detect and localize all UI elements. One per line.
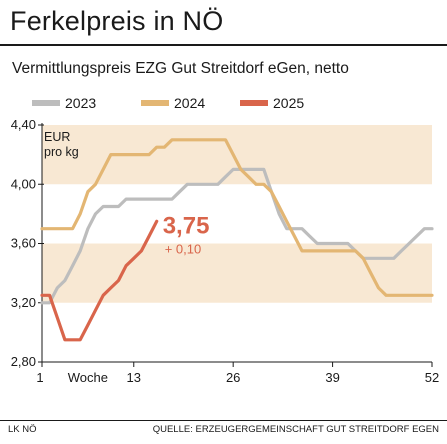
series-line-2024 [40, 138, 434, 297]
background-bands [42, 125, 432, 303]
title-divider [0, 44, 447, 46]
y-tick-label: 4,40 [11, 117, 36, 132]
legend-label-2023: 2023 [65, 95, 96, 111]
footer-divider [0, 420, 447, 421]
current-price-annotation: 3,75 + 0,10 [163, 212, 210, 256]
x-tick-label: 52 [425, 370, 439, 385]
y-tick-label: 3,60 [11, 236, 36, 251]
y-tick-label: 4,00 [11, 176, 36, 191]
footer-publisher: LK NÖ [8, 424, 37, 435]
band-3 [42, 125, 432, 185]
chart-subtitle: Vermittlungspreis EZG Gut Streitdorf eGe… [12, 60, 349, 77]
y-tick-label: 3,20 [11, 295, 36, 310]
x-tick-label: 39 [325, 370, 339, 385]
unit-label-line: EUR [44, 130, 70, 144]
y-tick-label: 2,80 [11, 354, 36, 369]
price-chart: 2023 2024 2025 2,80 3,20 3,60 4,00 4,40 1 13 26 3… [11, 95, 440, 385]
series-lines [40, 138, 434, 342]
legend-label-2024: 2024 [174, 95, 205, 111]
y-axis: 2,80 3,20 3,60 4,00 4,40 [11, 117, 44, 369]
x-tick-label: 26 [226, 370, 240, 385]
series-line-2023 [40, 167, 434, 305]
page-title: Ferkelpreis in NÖ [10, 6, 224, 36]
x-tick-label: 1 [36, 370, 43, 385]
x-axis: 1 13 26 39 52 Woche [36, 361, 439, 385]
unit-label-line: pro kg [44, 145, 79, 159]
chart-legend: 2023 2024 2025 [32, 95, 304, 111]
annotation-change: + 0,10 [165, 241, 202, 256]
band-1 [42, 243, 432, 303]
x-tick-label: 13 [127, 370, 141, 385]
annotation-value: 3,75 [163, 212, 210, 239]
legend-label-2025: 2025 [273, 95, 304, 111]
x-axis-title: Woche [68, 370, 108, 385]
series-line-2025 [40, 219, 159, 342]
footer-source: QUELLE: ERZEUGERGEMEINSCHAFT GUT STREITD… [152, 424, 439, 435]
